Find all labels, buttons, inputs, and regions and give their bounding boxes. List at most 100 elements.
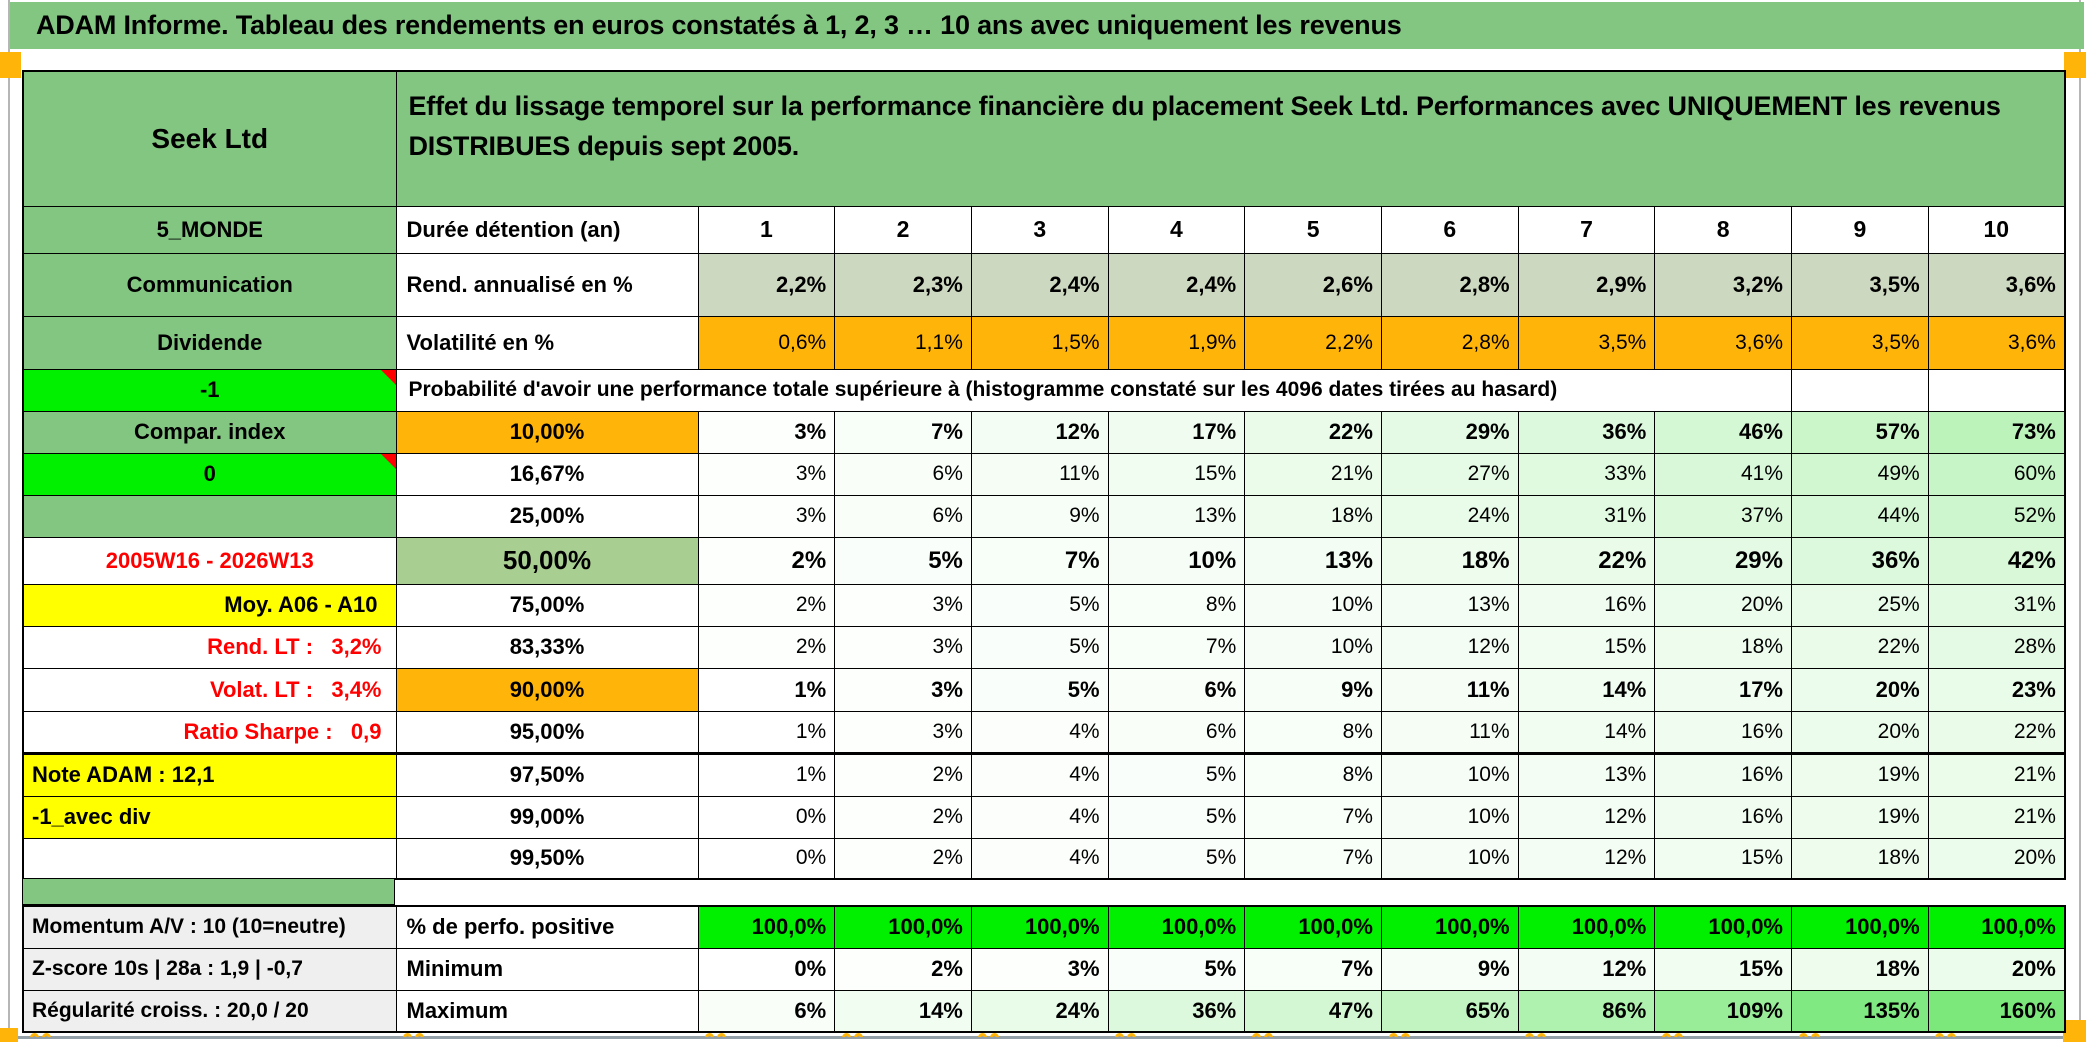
value-cell[interactable]: 41%: [1654, 452, 1792, 496]
value-cell[interactable]: 100,0%: [1107, 905, 1246, 949]
row-label[interactable]: Ratio Sharpe : 0,9: [22, 710, 397, 755]
value-cell[interactable]: 28%: [1927, 625, 2066, 669]
row-label[interactable]: 5_MONDE: [22, 205, 397, 254]
row-header[interactable]: 50,00%: [395, 536, 699, 585]
value-cell[interactable]: 18%: [1791, 837, 1929, 880]
value-cell[interactable]: 3%: [834, 583, 972, 627]
row-header[interactable]: Minimum: [395, 947, 699, 991]
value-cell[interactable]: 5%: [970, 667, 1109, 712]
value-cell[interactable]: 2%: [834, 795, 972, 839]
value-cell[interactable]: 25%: [1791, 583, 1929, 627]
row-header[interactable]: 95,00%: [395, 710, 699, 755]
value-cell[interactable]: 5%: [834, 536, 972, 585]
value-cell[interactable]: 14%: [834, 989, 972, 1033]
value-cell[interactable]: 2,2%: [697, 252, 836, 317]
value-cell[interactable]: 160%: [1927, 989, 2066, 1033]
value-cell[interactable]: 22%: [1517, 536, 1656, 585]
value-cell[interactable]: 14%: [1517, 710, 1656, 755]
row-label[interactable]: -1_avec div: [22, 795, 397, 839]
value-cell[interactable]: 49%: [1791, 452, 1929, 496]
value-cell[interactable]: 4%: [970, 795, 1109, 839]
value-cell[interactable]: 36%: [1107, 989, 1246, 1033]
value-cell[interactable]: 100,0%: [834, 905, 972, 949]
row-label[interactable]: -1: [22, 368, 397, 412]
value-cell[interactable]: 109%: [1654, 989, 1792, 1033]
value-cell[interactable]: 2,4%: [970, 252, 1109, 317]
value-cell[interactable]: 3%: [970, 947, 1109, 991]
value-cell[interactable]: 3%: [834, 625, 972, 669]
row-header[interactable]: 75,00%: [395, 583, 699, 627]
value-cell[interactable]: 42%: [1927, 536, 2066, 585]
value-cell[interactable]: 100,0%: [1654, 905, 1792, 949]
year-col-header[interactable]: 9: [1791, 205, 1929, 254]
value-cell[interactable]: 2%: [834, 947, 972, 991]
value-cell[interactable]: 27%: [1380, 452, 1519, 496]
row-label[interactable]: Volat. LT : 3,4%: [22, 667, 397, 712]
value-cell[interactable]: 12%: [970, 410, 1109, 454]
value-cell[interactable]: 8%: [1107, 583, 1246, 627]
value-cell[interactable]: 20%: [1927, 947, 2066, 991]
value-cell[interactable]: 11%: [970, 452, 1109, 496]
value-cell[interactable]: 0%: [697, 837, 836, 880]
value-cell[interactable]: 47%: [1244, 989, 1382, 1033]
value-cell[interactable]: 20%: [1927, 837, 2066, 880]
value-cell[interactable]: 13%: [1517, 752, 1656, 797]
value-cell[interactable]: 6%: [1107, 710, 1246, 755]
row-label[interactable]: Communication: [22, 252, 397, 317]
value-cell[interactable]: 86%: [1517, 989, 1656, 1033]
value-cell[interactable]: 2%: [834, 837, 972, 880]
value-cell[interactable]: 13%: [1380, 583, 1519, 627]
value-cell[interactable]: 36%: [1791, 536, 1929, 585]
value-cell[interactable]: 12%: [1380, 625, 1519, 669]
value-cell[interactable]: 100,0%: [1244, 905, 1382, 949]
value-cell[interactable]: 3%: [697, 410, 836, 454]
value-cell[interactable]: 29%: [1654, 536, 1792, 585]
value-cell[interactable]: 16%: [1517, 583, 1656, 627]
value-cell[interactable]: 19%: [1791, 752, 1929, 797]
value-cell[interactable]: 31%: [1927, 583, 2066, 627]
row-header[interactable]: 97,50%: [395, 752, 699, 797]
value-cell[interactable]: 3,5%: [1791, 315, 1929, 370]
row-header[interactable]: Maximum: [395, 989, 699, 1033]
value-cell[interactable]: 4%: [970, 837, 1109, 880]
value-cell[interactable]: 2,6%: [1244, 252, 1382, 317]
value-cell[interactable]: 100,0%: [1927, 905, 2066, 949]
value-cell[interactable]: 9%: [1380, 947, 1519, 991]
row-header[interactable]: 10,00%: [395, 410, 699, 454]
row-header[interactable]: Volatilité en %: [395, 315, 699, 370]
row-label[interactable]: Note ADAM : 12,1: [22, 752, 397, 797]
value-cell[interactable]: 0%: [697, 947, 836, 991]
sheet-title-cell[interactable]: Seek Ltd: [22, 70, 397, 207]
year-col-header[interactable]: 10: [1927, 205, 2066, 254]
row-label[interactable]: Régularité croiss. : 20,0 / 20: [22, 989, 397, 1033]
value-cell[interactable]: 9%: [1244, 667, 1382, 712]
row-label[interactable]: Dividende: [22, 315, 397, 370]
value-cell[interactable]: 3%: [697, 494, 836, 538]
value-cell[interactable]: 16%: [1654, 710, 1792, 755]
row-header[interactable]: 25,00%: [395, 494, 699, 538]
value-cell[interactable]: 5%: [1107, 837, 1246, 880]
value-cell[interactable]: 2%: [834, 752, 972, 797]
value-cell[interactable]: 1,1%: [834, 315, 972, 370]
value-cell[interactable]: 1,5%: [970, 315, 1109, 370]
value-cell[interactable]: 3,5%: [1791, 252, 1929, 317]
value-cell[interactable]: 15%: [1654, 837, 1792, 880]
year-col-header[interactable]: 2: [834, 205, 972, 254]
value-cell[interactable]: 14%: [1517, 667, 1656, 712]
value-cell[interactable]: 6%: [834, 452, 972, 496]
value-cell[interactable]: 15%: [1654, 947, 1792, 991]
value-cell[interactable]: 3,6%: [1654, 315, 1792, 370]
value-cell[interactable]: 3,2%: [1654, 252, 1792, 317]
value-cell[interactable]: 1,9%: [1107, 315, 1246, 370]
row-header[interactable]: 99,50%: [395, 837, 699, 880]
empty-cell[interactable]: [1927, 368, 2066, 412]
value-cell[interactable]: 7%: [970, 536, 1109, 585]
value-cell[interactable]: 21%: [1927, 795, 2066, 839]
value-cell[interactable]: 17%: [1654, 667, 1792, 712]
value-cell[interactable]: 18%: [1380, 536, 1519, 585]
value-cell[interactable]: 7%: [834, 410, 972, 454]
value-cell[interactable]: 2,4%: [1107, 252, 1246, 317]
value-cell[interactable]: 5%: [1107, 752, 1246, 797]
value-cell[interactable]: 31%: [1517, 494, 1656, 538]
value-cell[interactable]: 1%: [697, 667, 836, 712]
